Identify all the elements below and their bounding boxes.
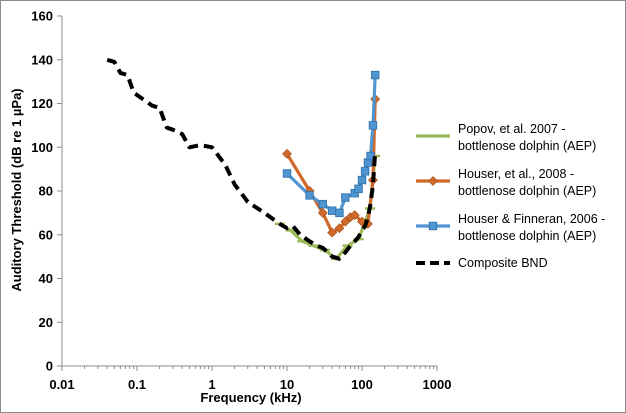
series-layer <box>106 57 381 261</box>
data-point <box>282 169 292 178</box>
data-point <box>327 206 337 215</box>
legend-entry: Houser, et al., 2008 -bottlenose dolphin… <box>416 167 596 198</box>
data-point <box>354 184 363 194</box>
data-point <box>371 70 380 80</box>
y-tick-label: 80 <box>39 184 53 199</box>
data-point <box>360 167 370 176</box>
data-point <box>349 210 360 220</box>
x-tick-label: 0.01 <box>49 377 74 392</box>
data-point <box>335 208 344 218</box>
legend: Popov, et al. 2007 -bottlenose dolphin (… <box>416 122 605 270</box>
data-point <box>305 191 314 200</box>
x-tick-label: 1000 <box>423 377 452 392</box>
data-point <box>357 175 367 185</box>
y-axis-label: Auditory Threshold (dB re 1 µPa) <box>9 88 24 291</box>
data-point <box>341 193 350 202</box>
y-tick-label: 20 <box>39 315 53 330</box>
data-point <box>334 223 345 234</box>
data-point <box>327 227 338 238</box>
y-tick-label: 160 <box>31 9 53 24</box>
data-point <box>366 151 375 161</box>
data-point <box>318 199 327 209</box>
legend-entry: Composite BND <box>416 256 548 270</box>
legend-label: Houser, et al., 2008 -bottlenose dolphin… <box>458 167 596 198</box>
y-tick-label: 60 <box>39 227 53 242</box>
x-tick-label: 10 <box>280 377 294 392</box>
y-tick-label: 0 <box>46 359 53 374</box>
x-tick-label: 1 <box>208 377 215 392</box>
y-tick-label: 40 <box>39 271 53 286</box>
series-2 <box>282 94 381 238</box>
data-point <box>368 121 378 130</box>
series-4 <box>106 57 378 261</box>
data-point <box>282 148 292 159</box>
axes: 0 20 40 60 80 100 120 140 160 0.01 0.1 1 10 100 1000 <box>31 9 451 393</box>
data-point <box>428 221 438 231</box>
x-tick-label: 100 <box>351 377 373 392</box>
data-point <box>317 207 328 218</box>
legend-label: Composite BND <box>458 256 548 270</box>
series-3 <box>282 70 380 218</box>
y-tick-label: 100 <box>31 140 53 155</box>
legend-label: Popov, et al. 2007 -bottlenose dolphin (… <box>458 122 596 153</box>
y-tick-label: 120 <box>31 96 53 111</box>
x-axis-label: Frequency (kHz) <box>200 390 301 405</box>
y-tick-label: 140 <box>31 52 53 67</box>
data-point <box>428 176 438 186</box>
legend-entry: Popov, et al. 2007 -bottlenose dolphin (… <box>416 122 596 153</box>
legend-entry: Houser & Finneran, 2006 -bottlenose dolp… <box>416 212 605 243</box>
series-line <box>106 57 378 261</box>
legend-label: Houser & Finneran, 2006 -bottlenose dolp… <box>458 212 605 243</box>
x-tick-label: 0.1 <box>128 377 146 392</box>
